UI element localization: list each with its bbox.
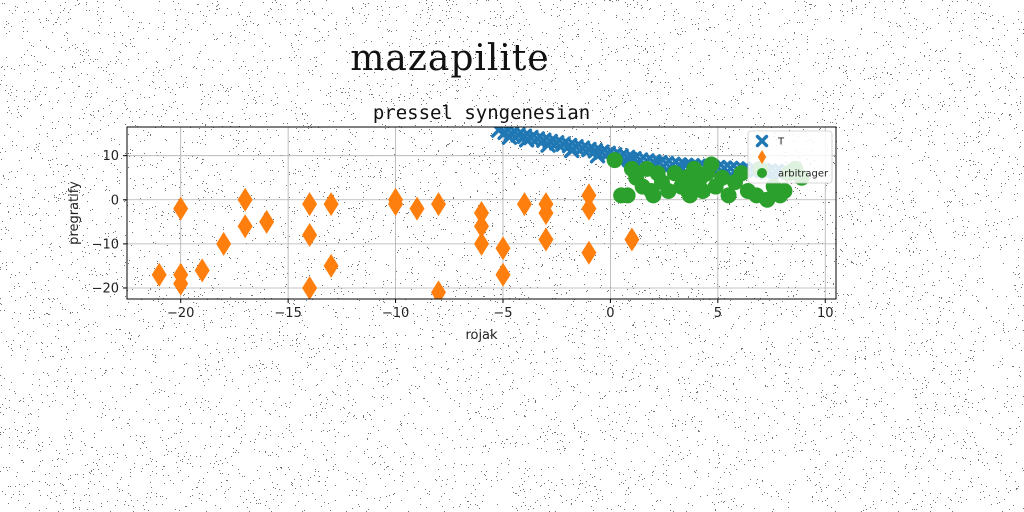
data-point (323, 192, 339, 217)
data-point (606, 152, 623, 169)
data-point (495, 262, 511, 287)
data-point (538, 201, 554, 225)
data-point (474, 201, 489, 225)
legend-label: T (777, 137, 785, 148)
x-axis-label: rojak (465, 328, 498, 343)
figure-suptitle: mazapilite (350, 38, 550, 79)
legend-marker (757, 168, 767, 178)
data-point (323, 253, 339, 278)
x-tick-label: −10 (382, 306, 409, 321)
data-point (679, 182, 696, 199)
data-point (581, 240, 597, 265)
data-point (538, 227, 554, 252)
y-tick-label: −20 (92, 281, 119, 296)
data-point (194, 258, 210, 283)
data-point (776, 182, 793, 199)
data-point (216, 231, 232, 256)
legend-marker (755, 134, 769, 148)
data-point (302, 192, 318, 217)
data-point (151, 262, 167, 287)
data-point (540, 137, 556, 153)
data-point (431, 192, 447, 217)
y-axis-label: pregratify (67, 181, 82, 245)
data-point (516, 192, 532, 217)
x-tick-label: 5 (714, 306, 722, 321)
data-point (409, 196, 425, 221)
data-point (703, 156, 720, 173)
x-tick-label: −20 (167, 306, 194, 321)
data-point (431, 280, 447, 299)
data-point (714, 169, 731, 186)
x-tick-label: −5 (493, 306, 512, 321)
data-point (474, 231, 489, 256)
data-point (619, 187, 636, 204)
x-tick-label: 10 (817, 306, 834, 321)
data-point (173, 271, 189, 296)
data-point (173, 196, 189, 221)
legend-box (747, 130, 833, 184)
data-point (237, 214, 253, 239)
series-1 (151, 183, 640, 299)
data-point (694, 182, 711, 199)
y-tick-label: 0 (111, 193, 119, 208)
data-point (645, 187, 662, 204)
data-point (581, 183, 597, 208)
data-point (589, 147, 606, 164)
y-tick-label: 10 (102, 149, 119, 164)
legend-label: arbitrager (778, 169, 829, 180)
data-point (388, 192, 404, 217)
x-tick-label: 0 (606, 306, 614, 321)
data-point (720, 187, 737, 204)
data-point (564, 142, 580, 159)
data-point (581, 196, 597, 221)
x-tick-label: −15 (274, 306, 301, 321)
data-point (624, 227, 640, 252)
data-point (259, 209, 275, 234)
data-point (302, 223, 318, 248)
legend-marker (757, 150, 767, 164)
ticks: −20 −15 −10 −5 0 5 10 −20 −10 0 10 (92, 149, 834, 321)
data-point (495, 236, 511, 261)
y-tick-label: −10 (92, 237, 119, 252)
data-point (474, 214, 489, 239)
data-point (237, 187, 253, 212)
data-point (733, 165, 750, 182)
chart-title: pressel syngenesian (373, 102, 590, 124)
data-point (518, 132, 535, 148)
data-point (759, 191, 776, 208)
axes-frame (126, 126, 837, 300)
data-point (302, 275, 318, 299)
data-point (660, 182, 677, 199)
data-point (692, 169, 709, 186)
data-point (501, 129, 518, 145)
